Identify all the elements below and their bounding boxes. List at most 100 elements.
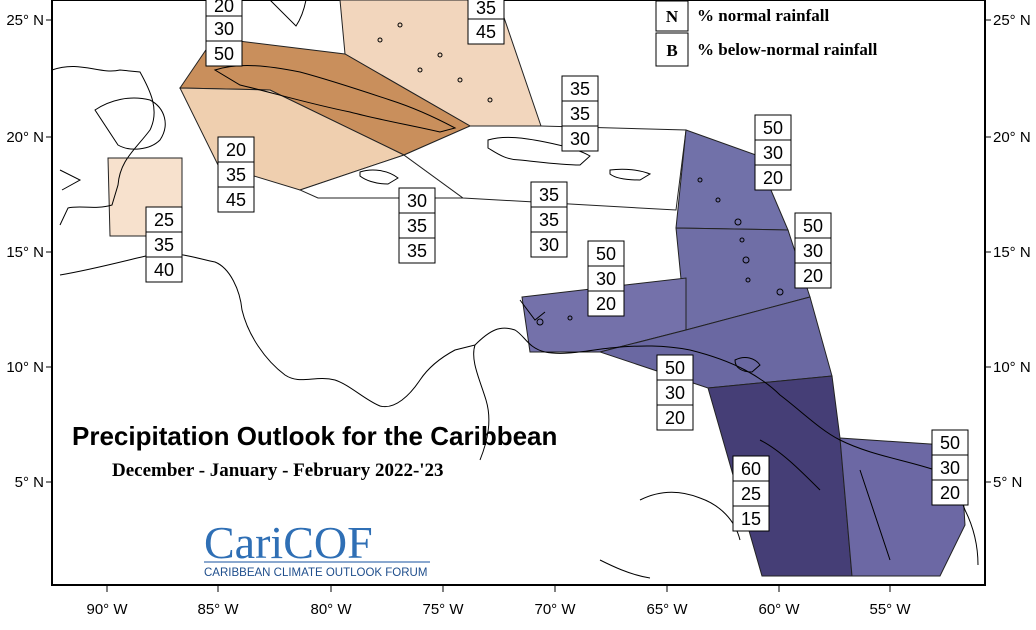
region-box-leeward-islands: 50 30 20 <box>754 114 792 191</box>
value-text: 20 <box>214 0 234 16</box>
value-text: 50 <box>763 118 783 138</box>
region-box-western-caribbean: 20 35 45 <box>217 136 255 213</box>
value-cell <box>587 290 625 317</box>
value-text: 35 <box>154 235 174 255</box>
value-text: 50 <box>803 216 823 236</box>
island <box>457 77 463 83</box>
value-cell <box>205 15 243 42</box>
value-text: 35 <box>476 0 496 18</box>
region-box-trinidad-venezuela: 50 30 20 <box>656 354 694 431</box>
value-cell <box>794 262 832 289</box>
lat-tick-label: 10° N <box>6 359 44 376</box>
island <box>776 288 784 296</box>
map-subtitle: December - January - February 2022-'23 <box>112 460 444 481</box>
region-box-windward-islands: 50 30 20 <box>794 212 832 289</box>
caricof-logo: CariCOF CARIBBEAN CLIMATE OUTLOOK FORUM <box>204 517 430 579</box>
value-cell <box>398 212 436 239</box>
region-box-jamaica: 30 35 35 <box>398 187 436 264</box>
lon-tick-label: 70° W <box>534 601 576 618</box>
island <box>715 197 721 203</box>
coastline-mexico-central-america <box>51 66 155 226</box>
legend-label-below: % below-normal rainfall <box>697 40 878 59</box>
lon-tick-label: 55° W <box>869 601 911 618</box>
region-box-belize: 25 35 40 <box>145 206 183 283</box>
value-text: 20 <box>763 168 783 188</box>
lat-tick-label: 5° N <box>15 474 44 491</box>
map-title: Precipitation Outlook for the Caribbean <box>72 421 557 451</box>
region-box-suriname: 50 30 20 <box>931 429 969 506</box>
lon-tick-label: 85° W <box>197 601 239 618</box>
value-text: 20 <box>803 266 823 286</box>
axis-bottom: 90° W 85° W 80° W 75° W 70° W 65° W 60° … <box>86 585 911 618</box>
value-cell <box>656 354 694 381</box>
island <box>417 67 423 73</box>
logo-wordmark: CariCOF <box>204 517 373 568</box>
value-text: 50 <box>596 244 616 264</box>
value-text: 45 <box>226 190 246 210</box>
value-cell <box>530 181 568 208</box>
value-cell <box>398 237 436 264</box>
value-text: 35 <box>570 104 590 124</box>
lat-tick-label: 15° N <box>6 244 44 261</box>
legend-label-normal: % normal rainfall <box>697 6 829 25</box>
value-text: 20 <box>226 140 246 160</box>
coastline-guyanas <box>759 439 891 561</box>
region-box-guyana: 60 25 15 <box>732 455 770 532</box>
value-text: 35 <box>407 241 427 261</box>
value-text: 60 <box>741 459 761 479</box>
coastline-yucatan <box>94 97 166 150</box>
island <box>734 218 742 226</box>
value-cell <box>530 206 568 233</box>
coastline-panama-colombia <box>473 299 546 461</box>
value-cell <box>217 186 255 213</box>
lon-tick-label: 65° W <box>646 601 688 618</box>
island <box>397 22 403 28</box>
axis-left: 25° N 20° N 15° N 10° N 5° N <box>6 12 52 491</box>
value-text: 35 <box>539 210 559 230</box>
region-box-bahamas: 35 45 <box>467 0 505 45</box>
value-cell <box>561 125 599 152</box>
legend-key-normal <box>655 0 689 32</box>
value-text: 45 <box>476 22 496 42</box>
legend-key-below <box>655 32 689 67</box>
value-cell <box>205 40 243 67</box>
island <box>437 52 443 58</box>
lon-tick-label: 75° W <box>422 601 464 618</box>
logo-wordmark-cof: COF <box>283 517 372 568</box>
island <box>487 97 493 103</box>
lat-tick-label: 20° N <box>6 129 44 146</box>
value-text: 40 <box>154 260 174 280</box>
value-text: 20 <box>596 294 616 314</box>
logo-tagline: CARIBBEAN CLIMATE OUTLOOK FORUM <box>204 567 427 579</box>
lat-tick-label: 15° N <box>993 244 1031 261</box>
value-text: 35 <box>570 79 590 99</box>
island <box>739 237 745 243</box>
value-cell <box>217 161 255 188</box>
lon-tick-label: 90° W <box>86 601 128 618</box>
value-text: 50 <box>214 44 234 64</box>
lat-tick-label: 10° N <box>993 359 1031 376</box>
island <box>697 177 703 183</box>
lat-tick-label: 20° N <box>993 129 1031 146</box>
value-cell <box>145 256 183 283</box>
legend-letter-below: B <box>666 41 677 60</box>
value-cell <box>530 231 568 258</box>
value-cell <box>931 479 969 506</box>
coastline-hispaniola <box>487 136 591 166</box>
lat-tick-label: 5° N <box>993 474 1022 491</box>
value-text: 25 <box>154 210 174 230</box>
value-cell <box>732 480 770 507</box>
value-cell <box>931 429 969 456</box>
value-text: 50 <box>940 433 960 453</box>
value-text: 30 <box>940 458 960 478</box>
value-text: 35 <box>407 216 427 236</box>
region-box-turks-caicos: 35 35 30 <box>561 75 599 152</box>
region-box-hispaniola-south: 35 35 30 <box>530 181 568 258</box>
value-text: 25 <box>741 484 761 504</box>
value-cell <box>145 206 183 233</box>
value-text: 30 <box>596 269 616 289</box>
value-text: 30 <box>407 191 427 211</box>
coastline-cuba <box>213 65 457 133</box>
island <box>567 315 573 321</box>
